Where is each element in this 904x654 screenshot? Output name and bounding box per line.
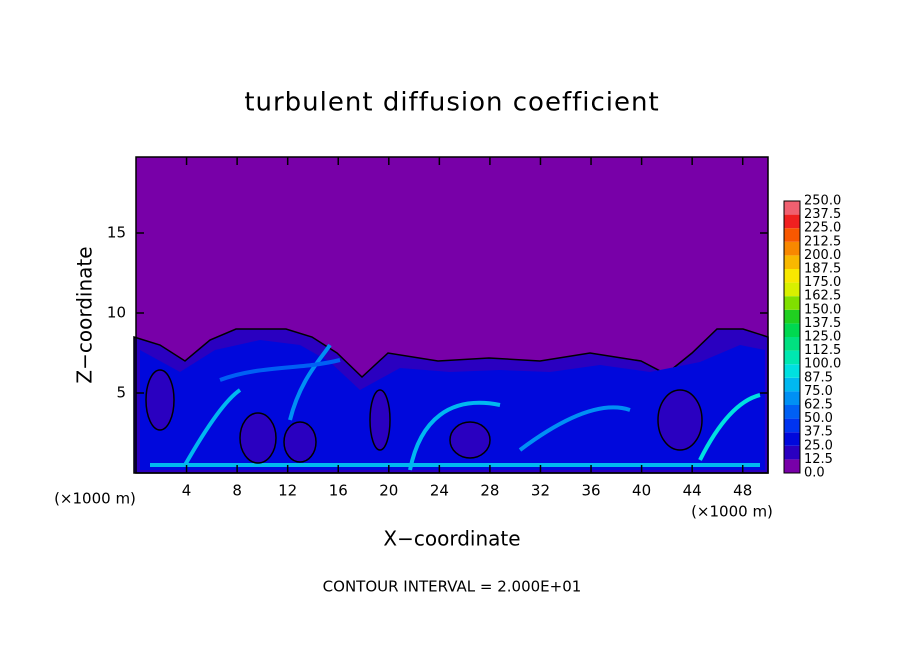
x-tick-label: 12 [278, 482, 297, 500]
colorbar-swatch [784, 269, 800, 283]
colorbar-label: 212.5 [804, 234, 841, 249]
colorbar-label: 75.0 [804, 384, 833, 399]
colorbar-label: 150.0 [804, 302, 841, 317]
colorbar-swatch [784, 337, 800, 351]
field [133, 157, 769, 474]
contour-note: CONTOUR INTERVAL = 2.000E+01 [323, 578, 582, 596]
colorbar-swatch [784, 296, 800, 310]
y-axis-label: Z−coordinate [73, 246, 97, 383]
colorbar-swatch [784, 377, 800, 392]
x-tick-label: 24 [430, 482, 449, 500]
colorbar-label: 112.5 [804, 343, 841, 358]
colorbar-label: 125.0 [804, 330, 841, 345]
chart-title: turbulent diffusion coefficient [244, 88, 659, 118]
y-tick-label: 15 [107, 224, 126, 242]
x-unit: (×1000 m) [691, 503, 773, 521]
colorbar-label: 187.5 [804, 262, 841, 277]
colorbar-swatch [784, 228, 800, 242]
field-filaments [150, 343, 761, 471]
colorbar-label: 162.5 [804, 289, 841, 304]
colorbar-swatch [784, 432, 800, 446]
x-tick-label: 48 [733, 482, 752, 500]
colorbar-swatch [784, 391, 800, 405]
colorbar-label: 37.5 [804, 425, 833, 440]
colorbar-swatch [784, 459, 800, 473]
colorbar-swatch [784, 241, 800, 256]
x-tick-label: 28 [480, 482, 499, 500]
x-axis-label: X−coordinate [383, 527, 520, 551]
colorbar-swatch [784, 282, 800, 297]
y-tick-label: 10 [107, 304, 126, 322]
x-tick-label: 32 [531, 482, 550, 500]
colorbar-label: 200.0 [804, 248, 841, 263]
field-cells [145, 369, 703, 464]
y-tick-label: 5 [116, 384, 126, 402]
colorbar-swatch [784, 201, 800, 215]
x-tick-label: 8 [232, 482, 242, 500]
colorbar-label: 62.5 [804, 398, 833, 413]
colorbar-label: 0.0 [804, 466, 825, 481]
colorbar-swatch [784, 323, 800, 337]
colorbar-swatch [784, 364, 800, 378]
colorbar-swatch [784, 445, 800, 460]
colorbar-swatch [784, 418, 800, 433]
colorbar-label: 250.0 [804, 194, 841, 209]
colorbar-label: 175.0 [804, 275, 841, 290]
colorbar-label: 100.0 [804, 357, 841, 372]
x-tick-label: 16 [329, 482, 348, 500]
x-tick-label: 20 [379, 482, 398, 500]
colorbar-label: 87.5 [804, 370, 833, 385]
colorbar-swatch [784, 309, 800, 324]
colorbar-label: 25.0 [804, 438, 833, 453]
colorbar-swatch [784, 405, 800, 419]
colorbar-label: 237.5 [804, 207, 841, 222]
x-unit: (×1000 m) [54, 490, 136, 508]
colorbar-frame [783, 200, 801, 474]
x-tick-label: 44 [683, 482, 702, 500]
x-tick-label: 4 [182, 482, 192, 500]
colorbar-swatch [784, 214, 800, 229]
colorbar-label: 137.5 [804, 316, 841, 331]
colorbar-swatch [784, 255, 800, 269]
plot-frame [135, 156, 769, 474]
colorbar-label: 12.5 [804, 452, 833, 467]
colorbar-label: 50.0 [804, 411, 833, 426]
x-tick-label: 40 [632, 482, 651, 500]
colorbar-swatch [784, 350, 800, 365]
colorbar-label: 225.0 [804, 221, 841, 236]
x-tick-label: 36 [581, 482, 600, 500]
